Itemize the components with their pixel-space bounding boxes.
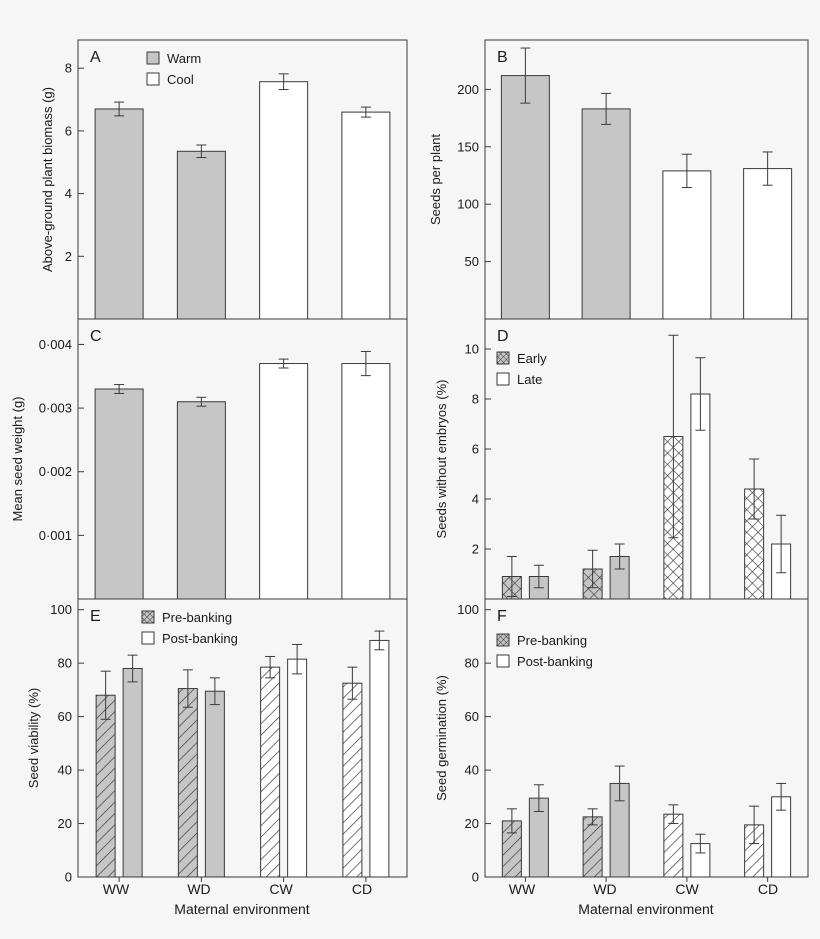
panel-f-ytick-label: 0 [472,870,479,885]
panel-e-bar-cd-2 [369,639,390,878]
x-tick-label-ww-left: WW [103,881,130,897]
panel-f: 0 20 40 60 80 100 Seed germination (%) F Pre-ban… [434,598,809,885]
panel-f-ytick-label: 40 [465,763,479,778]
panel-e-ytick-label: 20 [58,816,72,831]
x-tick-label-wd-left: WD [187,881,210,897]
panel-e-bar-wd-2 [204,690,225,878]
panel-e-bar-cw-2 [287,658,308,878]
panel-f-ytick-label: 100 [457,602,479,617]
panel-b-ylabel: Seeds per plant [428,134,443,225]
panel-c-bar-cw-1 [259,363,309,600]
panel-e-bar-ww-1 [95,694,116,878]
panel-b-ytick-label: 50 [465,254,479,269]
panel-a-ytick-label: 4 [65,186,72,201]
panel-e-ylabel: Seed viability (%) [26,688,41,788]
panel-e-bar-wd-1 [177,688,198,878]
panel-e-legend-label-1: Post-banking [162,631,238,646]
panel-b-ytick-label: 100 [457,197,479,212]
panel-c-ytick-label: 0·003 [39,401,72,416]
panel-e-bar-cw-1 [260,666,281,878]
panel-e: 0 20 40 60 80 100 Seed viability (%) E Pre-banki… [26,598,408,885]
panel-f-letter: F [497,608,507,625]
panel-e-bar-cd-1 [342,682,363,878]
panel-a-bar-cw-1 [259,81,309,320]
panel-b-ytick-label: 200 [457,82,479,97]
panel-e-ytick-label: 40 [58,763,72,778]
panel-c-ytick-label: 0·002 [39,464,72,479]
panel-e-ytick-label: 100 [50,602,72,617]
panel-b-bar-cd-1 [743,168,793,320]
panel-f-ytick-label: 80 [465,656,479,671]
panel-f-ytick-label: 60 [465,709,479,724]
panel-d-ytick-label: 10 [465,342,479,357]
panel-a-letter: A [90,49,101,66]
x-tick-label-cd-left: CD [352,881,372,897]
panel-d-legend-swatch-1 [496,372,510,386]
panel-a-bar-cd-1 [341,111,391,320]
panel-d-legend-label-1: Late [517,372,542,387]
panel-d-ylabel: Seeds without embryos (%) [434,380,449,539]
x-axis-title-right: Maternal environment [578,901,714,917]
panel-a-ytick-label: 2 [65,249,72,264]
panel-e-ytick-label: 80 [58,656,72,671]
panel-d-ytick-label: 8 [472,392,479,407]
panel-b-ytick-label: 150 [457,139,479,154]
panel-f-legend-swatch-1 [496,654,510,668]
panel-d-ytick-label: 4 [472,492,479,507]
panel-a-ylabel: Above-ground plant biomass (g) [40,87,55,272]
panel-e-bar-ww-2 [122,668,143,878]
panel-e-legend-swatch-1 [141,631,155,645]
panel-b-bar-ww-1 [500,75,550,320]
panel-a-ytick-label: 8 [65,61,72,76]
x-tick-label-cw-right: CW [675,881,699,897]
panel-e-legend-swatch-0 [141,610,155,624]
panel-c-bar-ww-1 [94,388,144,600]
panel-b-bar-cw-1 [662,170,712,320]
panel-a-legend-label-1: Cool [167,72,194,87]
panel-a-legend-swatch-0 [146,51,160,65]
panel-a-legend-label-0: Warm [167,51,201,66]
x-tick-label-ww-right: WW [509,881,536,897]
panel-e-legend-label-0: Pre-banking [162,610,232,625]
panel-f-ylabel: Seed germination (%) [434,675,449,801]
panel-f-frame [484,598,809,878]
panel-a-bar-ww-1 [94,108,144,320]
panel-f-legend-label-0: Pre-banking [517,633,587,648]
panel-f-legend-label-1: Post-banking [517,654,593,669]
panel-d-legend-swatch-0 [496,351,510,365]
panel-a-legend-swatch-1 [146,72,160,86]
x-axis-title-left: Maternal environment [174,901,310,917]
panel-c-ytick-label: 0·001 [39,528,72,543]
panel-c-ytick-label: 0·004 [39,337,72,352]
panel-e-ytick-label: 0 [65,870,72,885]
x-tick-label-cw-left: CW [269,881,293,897]
x-tick-label-cd-right: CD [758,881,778,897]
panel-c: 0·001 0·002 0·003 0·004 Mean seed weight (g)… [10,318,408,600]
x-tick-label-wd-right: WD [593,881,616,897]
panel-d-legend-label-0: Early [517,351,547,366]
panel-a-ytick-label: 6 [65,123,72,138]
panel-e-letter: E [90,608,101,625]
panel-f-bar-wd-1 [582,816,603,878]
panel-c-bar-wd-1 [176,401,226,600]
panel-d-letter: D [497,328,509,345]
panel-b: 50 100 150 200 Seeds per plant B [428,39,809,320]
panel-a: 2 4 6 8 Above-ground plant biomass (g) A Warm C… [40,39,408,320]
panel-c-ylabel: Mean seed weight (g) [10,396,25,521]
panel-f-ytick-label: 20 [465,816,479,831]
panel-d: 2 4 6 8 10 Seeds without embryos (%) D Early Lat… [434,318,809,600]
panel-e-ytick-label: 60 [58,709,72,724]
panel-d-ytick-label: 2 [472,542,479,557]
panel-d-ytick-label: 6 [472,442,479,457]
panel-c-letter: C [90,328,102,345]
panel-b-bar-wd-1 [581,108,631,320]
panel-b-letter: B [497,49,508,66]
panel-f-legend-swatch-0 [496,633,510,647]
panel-a-bar-wd-1 [176,150,226,320]
panel-e-frame [77,598,408,878]
panel-c-bar-cd-1 [341,363,391,600]
